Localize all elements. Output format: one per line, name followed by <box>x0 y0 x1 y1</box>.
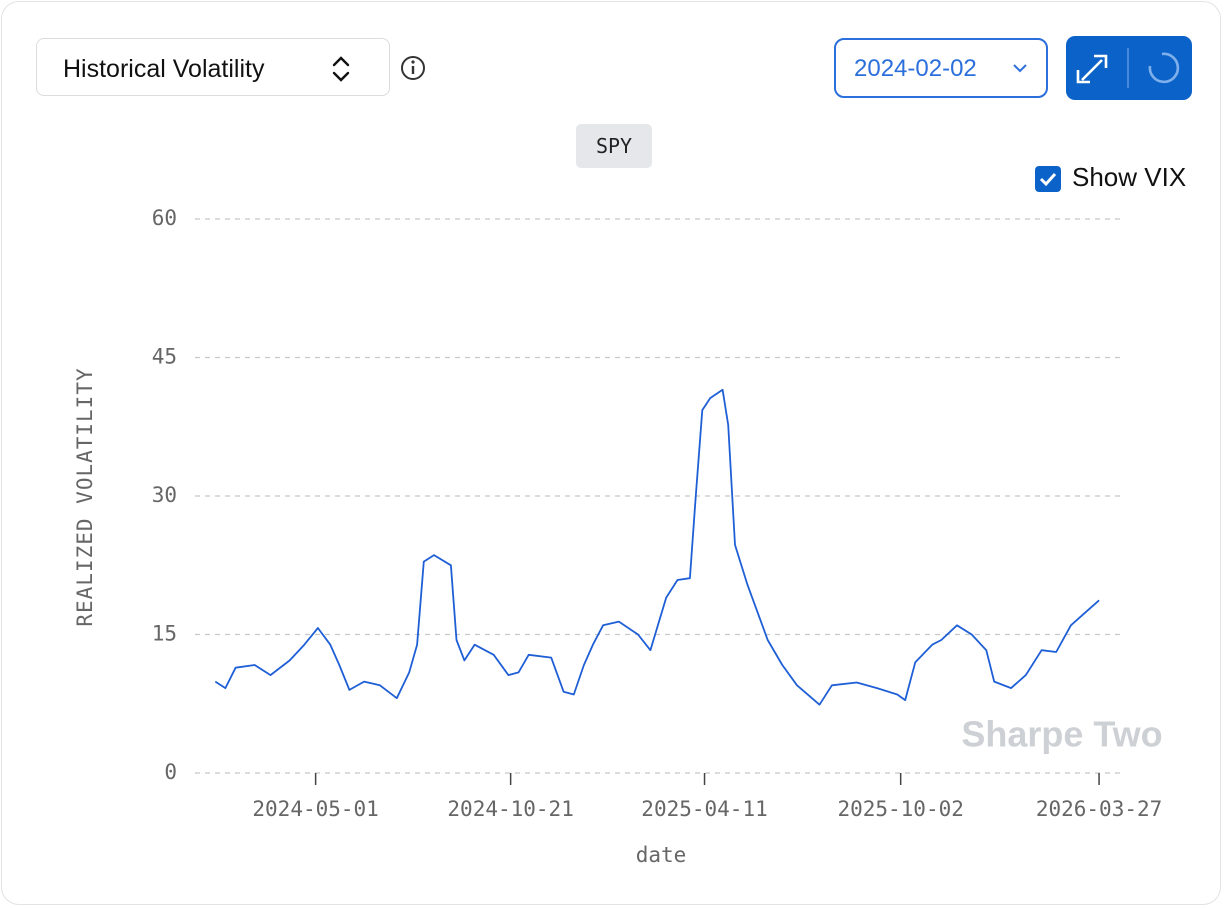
y-axis-label: REALIZED VOLATILITY <box>73 367 97 626</box>
date-select[interactable]: 2024-02-02 <box>834 38 1048 98</box>
x-tick-label: 2025-04-11 <box>641 797 767 821</box>
x-tick-label: 2025-10-02 <box>837 797 963 821</box>
button-group <box>1066 36 1192 100</box>
y-tick-label: 60 <box>152 206 177 230</box>
chevron-down <box>1013 64 1027 73</box>
x-tick-label: 2024-05-01 <box>252 797 378 821</box>
checkbox[interactable] <box>1035 166 1061 192</box>
y-tick-label: 0 <box>164 760 177 784</box>
line <box>214 388 1100 706</box>
y-tick-label: 30 <box>152 483 177 507</box>
chevrons-icon <box>332 56 350 82</box>
ticker-badge: SPY <box>576 124 652 168</box>
x-tick-label: 2024-10-21 <box>447 797 573 821</box>
check-icon <box>1039 172 1057 187</box>
metric-select[interactable]: Historical Volatility <box>36 38 390 96</box>
buttons[interactable] <box>1066 36 1192 100</box>
y-tick-label: 45 <box>152 345 177 369</box>
info-icon[interactable] <box>399 54 427 82</box>
metric-label: Historical Volatility <box>63 55 265 83</box>
x-tick-label: 2026-03-27 <box>1036 797 1162 821</box>
watermark: Sharpe Two <box>961 714 1162 755</box>
y-tick-label: 15 <box>152 622 177 646</box>
x-axis-label: date <box>636 843 687 867</box>
vix-label: Show VIX <box>1072 162 1187 192</box>
date-label: 2024-02-02 <box>854 55 977 82</box>
